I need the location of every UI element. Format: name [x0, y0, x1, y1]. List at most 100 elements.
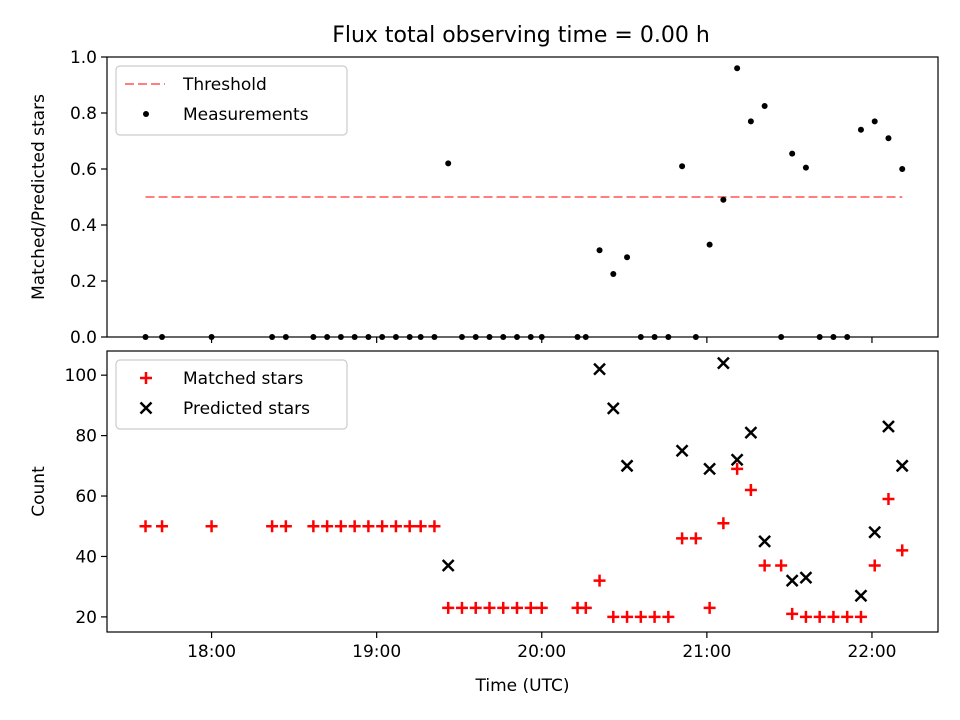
- data-point: [486, 334, 493, 340]
- data-point: [758, 534, 772, 548]
- data-point: [689, 532, 702, 545]
- data-point: [692, 334, 699, 340]
- data-point: [785, 574, 799, 588]
- data-point: [379, 334, 386, 340]
- legend-box: [115, 359, 348, 430]
- y-tick-label: 80: [75, 427, 97, 447]
- data-point: [734, 65, 741, 72]
- legend-label: Predicted stars: [183, 399, 310, 419]
- y-tick-label: 40: [75, 547, 97, 567]
- data-point: [142, 334, 149, 340]
- data-point: [744, 426, 758, 439]
- data-point: [406, 334, 413, 340]
- data-point: [844, 334, 851, 340]
- data-point: [662, 610, 675, 623]
- data-point: [868, 525, 882, 539]
- data-point: [596, 247, 603, 254]
- data-point: [799, 571, 813, 584]
- data-point: [159, 334, 166, 340]
- data-point: [497, 601, 510, 614]
- y-axis-label: Count: [29, 466, 49, 517]
- data-point: [747, 118, 754, 125]
- legend-label: Measurements: [183, 105, 309, 125]
- legend: Matched stars Predicted stars: [115, 359, 348, 430]
- legend-label: Threshold: [182, 75, 267, 95]
- y-tick-label: 60: [75, 487, 97, 507]
- ratio-panel: 0.0 0.2 0.4 0.6 0.8 1.0 Matched/Predicted star…: [29, 48, 939, 348]
- data-point: [899, 166, 906, 172]
- data-point: [376, 520, 389, 533]
- data-point: [310, 334, 317, 340]
- data-point: [307, 520, 320, 533]
- data-point: [841, 610, 854, 623]
- count-panel: 18:00 19:00 20:00 21:00 22:00 20 40 60 80 100 Coun…: [29, 350, 939, 696]
- data-point: [139, 520, 152, 533]
- data-point: [706, 241, 713, 248]
- data-point: [579, 601, 592, 614]
- data-point: [469, 601, 482, 614]
- series-matched-stars: [139, 462, 909, 623]
- data-point: [607, 610, 620, 623]
- x-tick-label: 20:00: [517, 642, 566, 662]
- data-point: [665, 334, 672, 340]
- data-point: [896, 544, 909, 557]
- data-point: [535, 601, 548, 614]
- legend-box: [115, 65, 348, 136]
- series-predicted-stars: [441, 356, 909, 603]
- y-tick-label: 1.0: [70, 48, 97, 68]
- data-point: [703, 462, 716, 476]
- data-point: [428, 520, 441, 533]
- series-measurements: [142, 65, 906, 340]
- data-point: [621, 610, 634, 623]
- data-point: [538, 334, 545, 340]
- data-point: [417, 334, 424, 340]
- data-point: [279, 520, 292, 533]
- data-point: [266, 520, 279, 533]
- axes-frame: [106, 56, 939, 338]
- data-point: [895, 459, 909, 473]
- data-point: [321, 520, 334, 533]
- data-point: [624, 254, 631, 261]
- data-point: [414, 520, 427, 533]
- legend-label: Matched stars: [183, 369, 303, 389]
- data-point: [582, 334, 589, 340]
- data-point: [593, 574, 606, 587]
- data-point: [389, 520, 402, 533]
- data-point: [775, 559, 788, 572]
- data-point: [441, 559, 455, 572]
- y-tick-label: 0.0: [70, 328, 97, 348]
- x-tick-label: 21:00: [682, 642, 731, 662]
- data-point: [717, 517, 730, 530]
- data-point: [854, 610, 867, 623]
- data-point: [455, 601, 468, 614]
- data-point: [651, 334, 658, 340]
- y-tick-label: 0.4: [70, 216, 97, 236]
- x-axis-label: Time (UTC): [475, 676, 570, 696]
- data-point: [854, 589, 868, 603]
- data-point: [868, 559, 881, 572]
- data-point: [744, 483, 757, 496]
- data-point: [458, 334, 465, 340]
- data-point: [882, 420, 895, 433]
- data-point: [324, 334, 331, 340]
- data-point: [524, 601, 537, 614]
- data-point: [778, 334, 785, 340]
- data-point: [720, 196, 727, 203]
- data-point: [786, 607, 799, 620]
- axes-frame: [106, 350, 939, 633]
- data-point: [205, 520, 218, 533]
- data-point: [885, 135, 892, 142]
- data-point: [830, 334, 837, 340]
- data-point: [610, 271, 617, 277]
- data-point: [648, 610, 661, 623]
- data-point: [675, 444, 689, 458]
- data-point: [431, 334, 438, 340]
- data-point: [500, 334, 507, 340]
- data-point: [731, 462, 744, 475]
- data-point: [857, 126, 864, 133]
- legend: Threshold Measurements: [115, 65, 348, 136]
- data-point: [392, 334, 399, 340]
- data-point: [445, 160, 452, 167]
- x-tick-label: 22:00: [847, 642, 896, 662]
- y-tick-label: 0.8: [70, 104, 97, 124]
